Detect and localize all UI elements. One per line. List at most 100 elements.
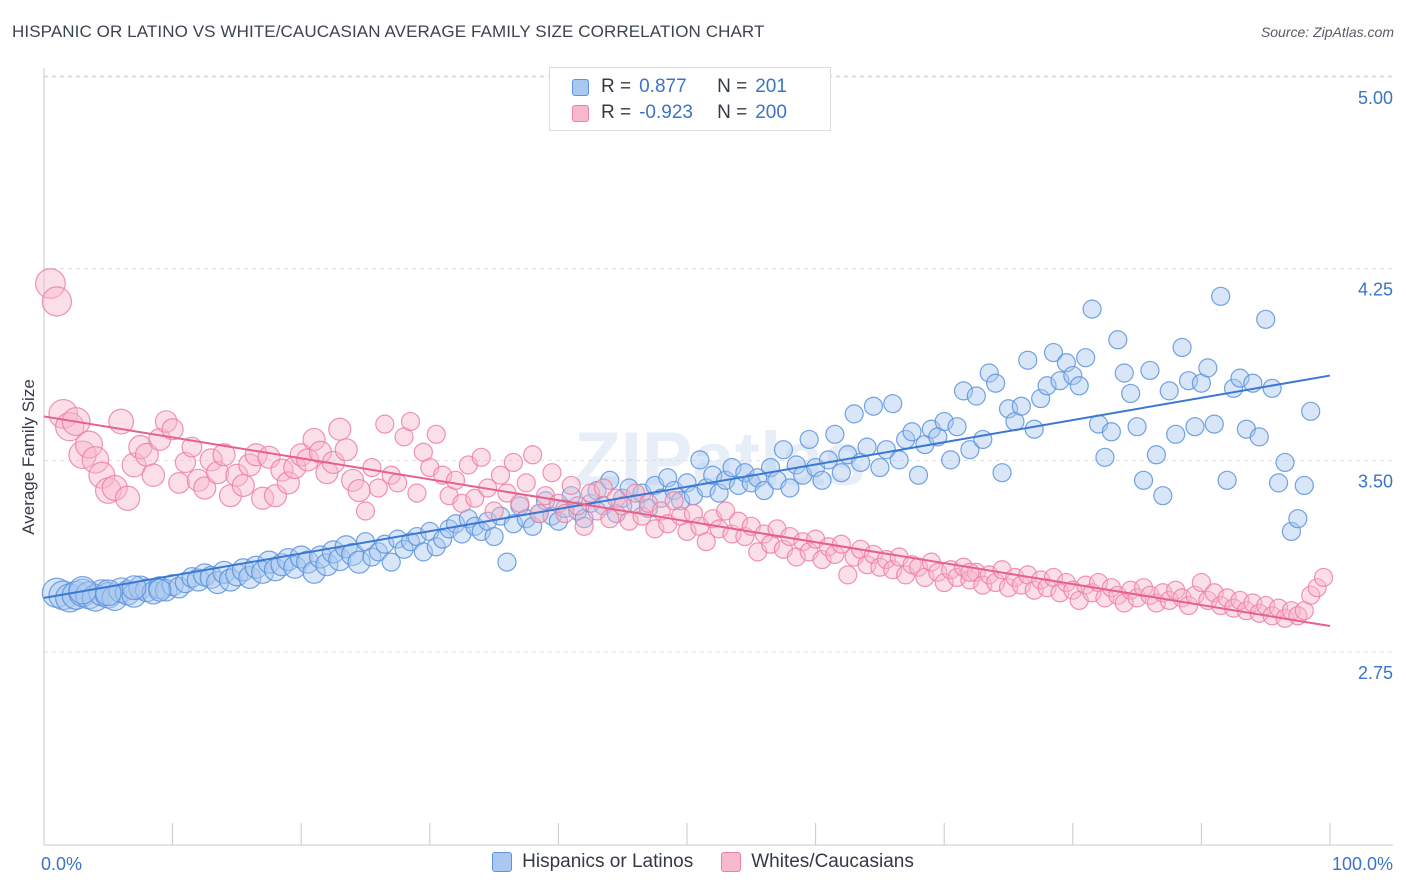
legend-item-hispanics[interactable]: Hispanics or Latinos: [492, 851, 693, 873]
data-point: [600, 509, 620, 529]
legend-item-whites[interactable]: Whites/Caucasians: [721, 851, 914, 873]
y-tick-label: 3.50: [1358, 471, 1393, 491]
data-point: [561, 475, 581, 496]
data-point: [934, 411, 954, 432]
legend-swatch-blue: [572, 78, 589, 96]
data-point: [670, 491, 691, 511]
data-point: [471, 447, 491, 467]
data-point: [1262, 378, 1282, 398]
data-point: [121, 582, 147, 608]
data-point: [857, 437, 877, 457]
correlation-legend: R = 0.877 N = 201 R = -0.923 N = 200: [549, 67, 831, 131]
data-point: [35, 268, 66, 299]
data-point: [426, 537, 446, 557]
data-point: [121, 575, 147, 601]
data-point: [992, 463, 1012, 483]
data-point: [953, 381, 974, 401]
data-point: [523, 445, 543, 465]
data-point: [1043, 342, 1064, 363]
data-point: [715, 501, 736, 521]
data-point: [1121, 383, 1141, 404]
data-point: [1166, 580, 1186, 600]
data-point: [1069, 376, 1089, 396]
data-point: [1204, 414, 1224, 434]
data-point: [1037, 578, 1057, 598]
chart-title: HISPANIC OR LATINO VS WHITE/CAUCASIAN AV…: [12, 22, 765, 41]
data-point: [407, 483, 427, 503]
data-point: [81, 446, 110, 474]
data-point: [593, 478, 614, 498]
data-point: [966, 386, 986, 406]
data-point: [503, 514, 523, 534]
data-point: [1011, 396, 1031, 416]
data-point: [199, 448, 223, 472]
data-point: [101, 474, 128, 502]
data-point: [870, 457, 890, 478]
data-point: [433, 529, 453, 549]
legend-n-label: N =: [717, 76, 748, 97]
data-point: [1101, 422, 1121, 442]
data-point: [362, 457, 382, 478]
data-point: [1159, 381, 1179, 401]
data-point: [426, 424, 446, 444]
data-point: [368, 478, 388, 498]
data-point: [947, 417, 967, 437]
data-point: [206, 461, 230, 485]
legend-n-value: 201: [755, 76, 787, 97]
data-point: [1063, 365, 1083, 386]
data-point: [1301, 585, 1321, 605]
data-point: [148, 578, 172, 602]
data-point: [1037, 376, 1057, 396]
data-point: [328, 547, 352, 572]
trend-line-whites: [43, 415, 1331, 627]
data-point: [347, 550, 371, 574]
source-credit: Source: ZipAtlas.com: [1260, 24, 1394, 40]
legend-r-label: R =: [601, 76, 632, 97]
data-point: [979, 363, 999, 383]
data-point: [574, 516, 594, 536]
data-point: [394, 539, 414, 559]
data-point: [1288, 509, 1308, 529]
data-point: [484, 501, 504, 521]
data-point: [490, 465, 511, 485]
data-point: [1050, 371, 1070, 391]
x-tick-label-start: 0.0%: [41, 854, 82, 874]
data-point: [334, 438, 358, 462]
data-point: [388, 473, 408, 493]
data-point: [368, 542, 388, 562]
data-point: [503, 452, 523, 473]
data-point: [212, 443, 236, 467]
data-point: [838, 565, 858, 585]
data-point: [1127, 417, 1147, 437]
data-point: [231, 473, 255, 498]
data-point: [600, 470, 620, 490]
data-point: [1114, 363, 1134, 383]
data-point: [1153, 486, 1173, 506]
legend-swatch-pink: [721, 852, 742, 872]
legend-n-value: 200: [755, 102, 787, 123]
data-point: [973, 429, 993, 450]
data-point: [1217, 470, 1237, 490]
data-point: [1268, 473, 1289, 493]
data-point: [193, 476, 217, 500]
data-point: [445, 470, 466, 490]
data-point: [1082, 299, 1102, 319]
data-point: [452, 493, 472, 513]
data-point: [276, 471, 300, 495]
data-point: [1198, 358, 1218, 378]
data-point: [1178, 595, 1199, 616]
data-point: [1256, 309, 1276, 329]
data-point: [413, 542, 433, 562]
legend-item-label: Whites/Caucasians: [751, 851, 914, 872]
data-point: [1024, 419, 1044, 439]
data-point: [1166, 424, 1186, 444]
data-point: [883, 394, 903, 414]
series-legend: Hispanics or Latinos Whites/Caucasians: [0, 851, 1406, 873]
data-point: [876, 440, 896, 460]
data-point: [902, 422, 922, 442]
data-point: [161, 418, 184, 441]
data-point: [542, 463, 562, 483]
data-point: [690, 450, 710, 470]
data-point: [960, 440, 980, 460]
data-point: [497, 552, 517, 572]
